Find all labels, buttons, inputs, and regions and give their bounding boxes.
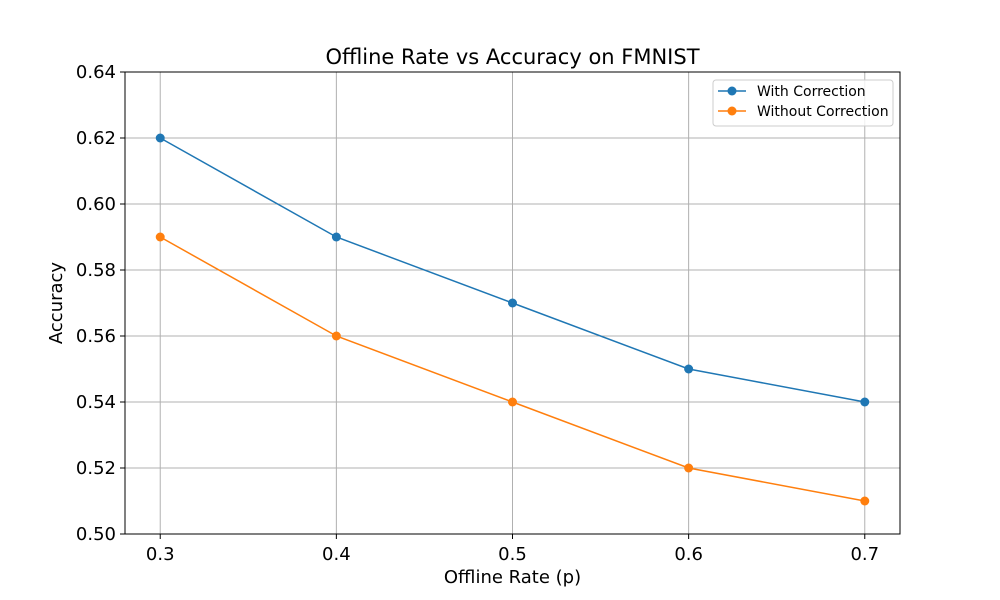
data-point-1-1: [331, 331, 341, 341]
y-tick-label: 0.50: [76, 524, 116, 545]
y-tick-label: 0.54: [76, 392, 116, 413]
x-axis-label: Offline Rate (p): [444, 567, 581, 588]
legend-label-1: Without Correction: [757, 104, 889, 120]
y-axis-label: Accuracy: [46, 262, 67, 345]
data-point-1-4: [860, 496, 870, 506]
legend-box: [712, 79, 894, 127]
series-1: [155, 232, 870, 506]
x-tick-label: 0.7: [850, 544, 879, 565]
legend-entry-0: With Correction: [718, 84, 866, 100]
x-tick-label: 0.6: [674, 544, 703, 565]
x-axis-ticks: 0.3 0.4 0.5 0.6 0.7: [146, 534, 879, 565]
data-point-1-3: [684, 463, 694, 473]
y-tick-label: 0.58: [76, 260, 116, 281]
data-point-0-2: [508, 298, 517, 308]
data-point-0-0: [155, 133, 165, 143]
chart-title: Offline Rate vs Accuracy on FMNIST: [325, 45, 699, 69]
data-point-0-1: [331, 232, 341, 242]
y-axis-ticks: 0.50 0.52 0.54 0.56 0.58 0.60 0.62 0.64: [76, 62, 125, 545]
y-tick-label: 0.62: [76, 128, 116, 149]
legend-marker-1: [727, 106, 737, 116]
legend-marker-0: [727, 86, 737, 96]
y-tick-label: 0.52: [76, 458, 116, 479]
y-tick-label: 0.60: [76, 194, 116, 215]
x-tick-label: 0.5: [498, 544, 527, 565]
y-tick-label: 0.64: [76, 62, 116, 83]
series-layer: [155, 133, 870, 506]
series-0: [155, 133, 870, 407]
data-point-0-3: [684, 364, 694, 374]
data-point-1-0: [155, 232, 165, 242]
legend: With Correction Without Correction: [712, 79, 894, 127]
x-tick-label: 0.3: [146, 544, 175, 565]
data-point-1-2: [508, 397, 517, 407]
y-tick-label: 0.56: [76, 326, 116, 347]
legend-label-0: With Correction: [757, 84, 866, 100]
legend-entry-1: Without Correction: [718, 104, 889, 120]
x-tick-label: 0.4: [322, 544, 351, 565]
data-point-0-4: [860, 397, 870, 407]
